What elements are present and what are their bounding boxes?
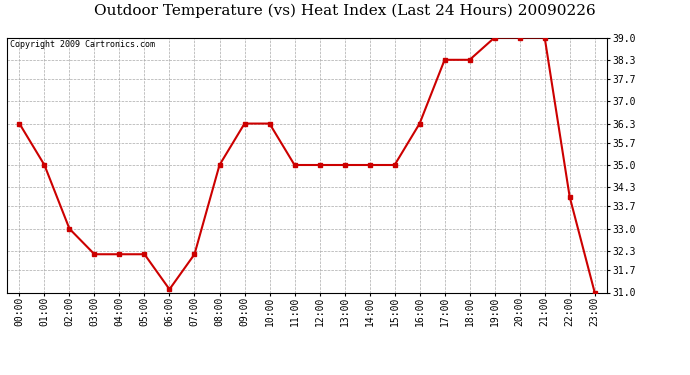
Text: Outdoor Temperature (vs) Heat Index (Last 24 Hours) 20090226: Outdoor Temperature (vs) Heat Index (Las… bbox=[94, 4, 596, 18]
Text: Copyright 2009 Cartronics.com: Copyright 2009 Cartronics.com bbox=[10, 40, 155, 49]
